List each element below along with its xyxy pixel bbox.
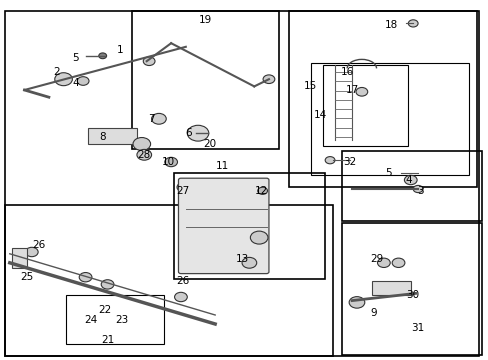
Circle shape <box>99 53 106 59</box>
Bar <box>288 11 476 187</box>
Circle shape <box>25 247 38 257</box>
Circle shape <box>407 20 417 27</box>
Bar <box>132 11 278 149</box>
Circle shape <box>77 77 89 85</box>
Bar <box>5 205 332 356</box>
Text: 29: 29 <box>369 254 383 264</box>
Circle shape <box>177 183 189 192</box>
Text: 30: 30 <box>406 290 419 300</box>
Circle shape <box>101 280 114 289</box>
Text: 26: 26 <box>176 276 190 286</box>
Text: 9: 9 <box>370 308 377 318</box>
Text: 12: 12 <box>254 186 268 196</box>
Text: 4: 4 <box>72 78 79 88</box>
Text: 17: 17 <box>345 85 358 95</box>
Circle shape <box>143 57 155 66</box>
Circle shape <box>348 297 364 308</box>
Text: 5: 5 <box>385 168 391 178</box>
Bar <box>12 248 27 268</box>
Bar <box>173 173 325 279</box>
Text: 25: 25 <box>20 272 34 282</box>
Text: 2: 2 <box>53 67 60 77</box>
Bar <box>342 151 481 221</box>
Text: 11: 11 <box>215 161 229 171</box>
Bar <box>342 223 481 355</box>
Circle shape <box>55 73 72 86</box>
Text: 7: 7 <box>148 114 155 124</box>
Circle shape <box>355 87 367 96</box>
Circle shape <box>250 231 267 244</box>
Text: 32: 32 <box>342 157 356 167</box>
Text: 27: 27 <box>176 186 190 196</box>
Text: 24: 24 <box>83 315 97 325</box>
Text: 20: 20 <box>203 139 216 149</box>
Text: 4: 4 <box>404 175 411 185</box>
Circle shape <box>187 125 208 141</box>
FancyBboxPatch shape <box>178 178 268 274</box>
Text: 26: 26 <box>32 240 46 250</box>
Text: 22: 22 <box>98 305 112 315</box>
Circle shape <box>133 138 150 150</box>
Text: 8: 8 <box>99 132 106 142</box>
Circle shape <box>164 157 177 167</box>
Circle shape <box>79 273 92 282</box>
Text: 16: 16 <box>340 67 353 77</box>
Text: 21: 21 <box>101 335 114 345</box>
Text: 5: 5 <box>72 53 79 63</box>
Text: 14: 14 <box>313 110 326 120</box>
Text: 31: 31 <box>410 323 424 333</box>
Circle shape <box>137 149 151 160</box>
Circle shape <box>377 258 389 267</box>
Text: 28: 28 <box>137 150 151 160</box>
Text: 15: 15 <box>303 81 317 91</box>
Circle shape <box>325 157 334 164</box>
Text: 18: 18 <box>384 20 397 30</box>
Bar <box>310 63 468 175</box>
Circle shape <box>404 175 416 185</box>
Text: 19: 19 <box>198 15 212 25</box>
Bar <box>371 281 410 295</box>
Text: 23: 23 <box>115 315 129 325</box>
Text: 1: 1 <box>116 45 123 55</box>
Circle shape <box>242 257 256 268</box>
Text: 6: 6 <box>184 128 191 138</box>
Bar <box>88 128 137 144</box>
Bar <box>66 295 163 344</box>
Circle shape <box>257 187 267 194</box>
Bar <box>322 65 407 146</box>
Circle shape <box>391 258 404 267</box>
Circle shape <box>174 292 187 302</box>
Text: 10: 10 <box>162 157 175 167</box>
Circle shape <box>151 113 166 124</box>
Circle shape <box>263 75 274 84</box>
Text: 3: 3 <box>416 186 423 196</box>
Circle shape <box>412 185 422 193</box>
Text: 13: 13 <box>235 254 248 264</box>
